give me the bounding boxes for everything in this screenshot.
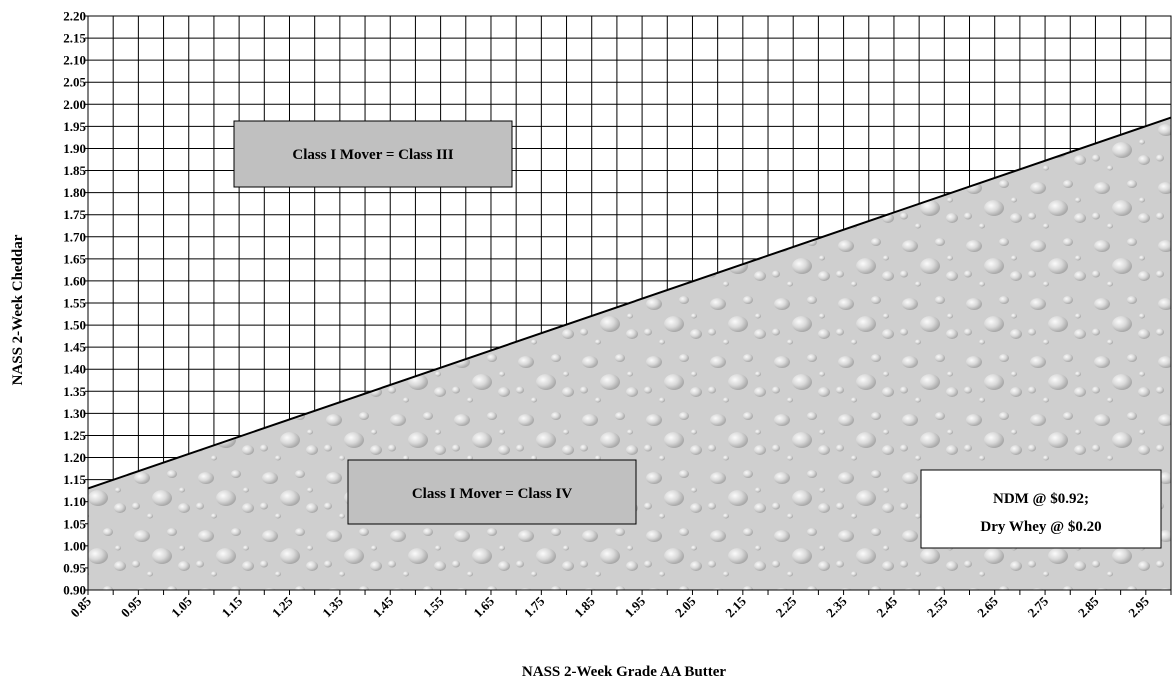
x-tick-label: 1.85 — [571, 593, 598, 620]
y-tick-label: 1.15 — [63, 472, 86, 487]
y-tick-label: 1.80 — [63, 185, 86, 200]
x-tick-label: 0.95 — [118, 593, 145, 620]
x-tick-label: 1.15 — [219, 593, 246, 620]
y-tick-label: 1.25 — [63, 428, 86, 443]
annotation-class-iii: Class I Mover = Class III — [233, 120, 513, 188]
y-tick-label: 1.60 — [63, 273, 86, 288]
y-tick-label: 0.90 — [63, 583, 86, 598]
y-tick-label: 1.20 — [63, 450, 86, 465]
x-tick-label: 2.05 — [672, 593, 699, 620]
y-tick-label: 1.55 — [63, 296, 86, 311]
y-tick-label: 1.00 — [63, 538, 86, 553]
annotation-text: Class I Mover = Class III — [292, 147, 453, 163]
y-tick-label: 1.40 — [63, 362, 86, 377]
x-tick-label: 1.45 — [370, 593, 397, 620]
x-tick-label: 2.75 — [1024, 593, 1051, 620]
x-tick-label: 2.35 — [823, 593, 850, 620]
y-tick-label: 2.15 — [63, 31, 86, 46]
y-tick-label: 2.00 — [63, 97, 86, 112]
y-tick-label: 0.95 — [63, 560, 86, 575]
x-tick-label: 2.85 — [1075, 593, 1102, 620]
y-tick-label: 1.05 — [63, 516, 86, 531]
y-tick-label: 2.20 — [63, 9, 86, 24]
y-tick-label: 1.35 — [63, 384, 86, 399]
y-tick-label: 1.10 — [63, 494, 86, 509]
y-tick-label: 1.75 — [63, 207, 86, 222]
y-tick-label: 1.95 — [63, 119, 86, 134]
annotation-text: Class I Mover = Class IV — [412, 486, 573, 502]
y-tick-label: 1.70 — [63, 229, 86, 244]
x-axis-ticks: 0.85 0.95 1.05 1.15 1.25 1.35 1.45 1.55 1.65 1.75… — [67, 590, 1172, 620]
x-tick-label: 1.55 — [420, 593, 447, 620]
boundary-line — [87, 116, 1172, 490]
annotation-box — [920, 469, 1162, 549]
annotation-box — [347, 459, 637, 525]
y-tick-label: 1.45 — [63, 340, 86, 355]
x-tick-label: 2.55 — [924, 593, 951, 620]
x-tick-label: 1.35 — [319, 593, 346, 620]
annotation-class-iv: Class I Mover = Class IV — [347, 459, 637, 525]
x-tick-label: 2.25 — [773, 593, 800, 620]
annotation-text-line-1: NDM @ $0.92; — [993, 491, 1089, 507]
annotation-box — [233, 120, 513, 188]
x-tick-label: 1.95 — [622, 593, 649, 620]
y-tick-label: 2.05 — [63, 75, 86, 90]
y-tick-label: 1.90 — [63, 141, 86, 156]
x-tick-label: 1.75 — [521, 593, 548, 620]
y-tick-label: 1.85 — [63, 163, 86, 178]
x-tick-label: 2.65 — [974, 593, 1001, 620]
x-tick-label: 2.45 — [873, 593, 900, 620]
x-axis-title: NASS 2-Week Grade AA Butter — [522, 664, 727, 680]
x-tick-label: 1.25 — [269, 593, 296, 620]
x-tick-label: 2.95 — [1125, 593, 1152, 620]
y-tick-label: 2.10 — [63, 53, 86, 68]
x-tick-label: 1.65 — [470, 593, 497, 620]
y-tick-label: 1.65 — [63, 251, 86, 266]
y-tick-label: 1.50 — [63, 318, 86, 333]
y-axis-ticks: 0.90 0.95 1.00 1.05 1.10 1.15 1.20 1.25 1.30 1.35… — [63, 9, 88, 598]
annotation-text-line-2: Dry Whey @ $0.20 — [980, 519, 1101, 535]
x-tick-label: 1.05 — [168, 593, 195, 620]
x-tick-label: 2.15 — [722, 593, 749, 620]
annotation-prices: NDM @ $0.92; Dry Whey @ $0.20 — [920, 469, 1162, 549]
y-tick-label: 1.30 — [63, 406, 86, 421]
y-axis-title: NASS 2-Week Cheddar — [10, 234, 26, 385]
